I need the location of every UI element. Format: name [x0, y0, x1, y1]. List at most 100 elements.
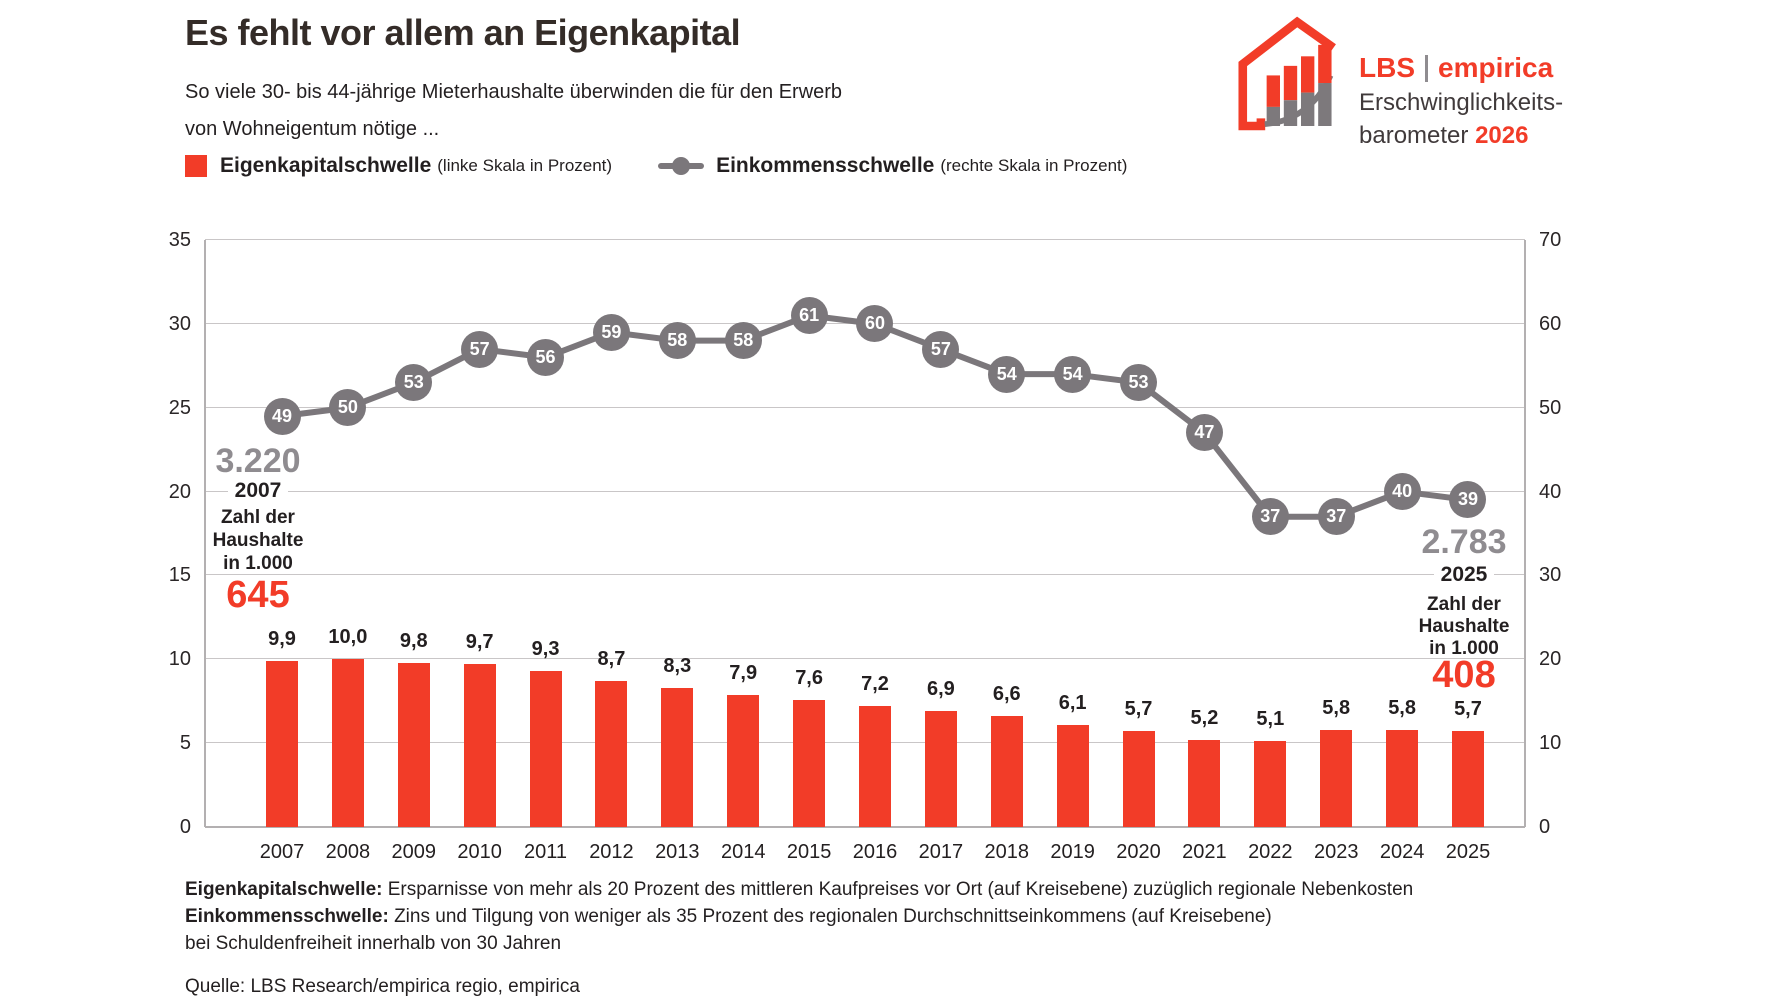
left-axis-tick: 0	[179, 816, 191, 838]
line-point: 53	[1120, 364, 1158, 402]
x-axis-label: 2022	[1248, 841, 1293, 863]
line-point: 61	[790, 296, 828, 334]
product-name-line-2: barometer 2026	[1359, 124, 1563, 148]
subtitle-line-2: von Wohneigentum nötige ...	[185, 118, 440, 140]
left-axis-tick: 5	[179, 732, 191, 755]
x-axis-label: 2024	[1379, 841, 1425, 863]
x-axis-label: 2007	[259, 841, 305, 863]
x-axis-label: 2009	[391, 841, 437, 863]
legend-note-eigenkapital: (linke Skala in Prozent)	[437, 156, 613, 175]
bar	[529, 671, 562, 827]
x-axis-label: 2023	[1313, 841, 1359, 863]
left-axis-tick: 10	[168, 648, 191, 671]
annotation-year-right: 2025	[1314, 563, 1614, 587]
right-axis-tick: 50	[1539, 396, 1562, 419]
x-axis-label: 2020	[1116, 841, 1161, 863]
plot-border-right	[1524, 240, 1526, 827]
annotation-year-left: 2007	[108, 479, 408, 503]
line-point: 59	[592, 313, 630, 351]
bar-value-label: 6,6	[992, 683, 1021, 706]
left-axis-tick: 30	[168, 312, 191, 335]
x-axis-label: 2010	[457, 841, 502, 863]
household-highlight-right: 408	[1432, 654, 1496, 696]
line-point: 47	[1185, 414, 1223, 452]
footnote-einkommen-term: Einkommensschwelle:	[185, 906, 389, 927]
bar	[661, 687, 694, 827]
line-point: 39	[1449, 481, 1487, 519]
bar-value-label: 10,0	[328, 626, 368, 649]
gridline	[205, 826, 1525, 828]
x-axis-label: 2014	[720, 841, 766, 863]
product-name-text: barometer	[1359, 122, 1476, 149]
bar	[397, 662, 430, 827]
x-axis-label: 2013	[655, 841, 700, 863]
x-axis-label: 2008	[325, 841, 371, 863]
page-title: Es fehlt vor allem an Eigenkapital	[185, 12, 741, 53]
annotation-caption-right: Haushalte	[1418, 616, 1510, 637]
annotation-caption-right: in 1.000	[1429, 638, 1499, 659]
bar	[924, 711, 957, 827]
brand-divider	[1425, 54, 1428, 82]
x-axis-label: 2016	[852, 841, 898, 863]
line-point: 56	[527, 338, 565, 376]
bar-value-label: 9,7	[465, 631, 494, 654]
bar	[463, 664, 496, 827]
bar	[595, 681, 628, 827]
legend-item-einkommen: Einkommensschwelle (rechte Skala in Proz…	[658, 154, 1127, 178]
footnotes: Eigenkapitalschwelle: Ersparnisse von me…	[185, 876, 1413, 1000]
x-axis-label: 2019	[1050, 841, 1095, 863]
bar	[266, 660, 298, 827]
left-axis-tick: 20	[168, 480, 191, 503]
right-axis-tick: 20	[1539, 648, 1562, 671]
x-axis-label: 2011	[524, 841, 568, 863]
bar-value-label: 8,3	[663, 654, 692, 677]
annotation-year-text: 2025	[1433, 563, 1495, 586]
bar	[1451, 731, 1484, 827]
logo-text: LBS empirica Erschwinglichkeits- baromet…	[1359, 54, 1563, 148]
bar-legend-swatch-icon	[185, 155, 207, 177]
bar-value-label: 5,8	[1322, 696, 1351, 719]
annotation-year-text: 2007	[227, 479, 289, 502]
line-point: 50	[329, 389, 367, 427]
household-count-right: 2.783	[1421, 523, 1507, 561]
bar-value-label: 6,1	[1058, 691, 1087, 714]
x-axis-label: 2012	[589, 841, 634, 863]
bar-value-label: 8,7	[597, 648, 626, 671]
x-axis-label: 2018	[984, 841, 1030, 863]
footnote-eigenkapital-term: Eigenkapitalschwelle:	[185, 879, 383, 900]
legend-label-einkommen: Einkommensschwelle	[716, 154, 935, 177]
bar	[1320, 729, 1353, 827]
bar-value-label: 5,7	[1454, 698, 1482, 721]
bar-value-label: 6,9	[926, 678, 955, 701]
chart-subtitle: So viele 30- bis 44-jährige Mieterhausha…	[185, 74, 842, 148]
bar-value-label: 7,2	[861, 673, 889, 696]
right-axis-tick: 30	[1539, 564, 1562, 587]
bar-value-label: 5,7	[1124, 698, 1153, 721]
x-axis-label: 2021	[1182, 841, 1227, 863]
line-point: 54	[988, 355, 1026, 393]
bar-value-label: 9,9	[268, 627, 296, 650]
subtitle-line-1: So viele 30- bis 44-jährige Mieterhausha…	[185, 81, 843, 103]
bar	[727, 694, 760, 827]
bar	[331, 659, 364, 827]
gridline	[205, 406, 1525, 408]
household-count-left: 3.220	[215, 442, 301, 480]
product-year: 2026	[1475, 122, 1529, 149]
annotation-caption-right: Zahl der	[1427, 594, 1501, 615]
bar	[1188, 739, 1221, 827]
source-line: Quelle: LBS Research/empirica regio, emp…	[185, 976, 580, 997]
left-axis-tick: 35	[168, 229, 191, 251]
lbs-empirica-logo: LBS empirica Erschwinglichkeits- baromet…	[1238, 16, 1563, 148]
gridline	[205, 658, 1525, 660]
footnote-einkommen: Einkommensschwelle: Zins und Tilgung von…	[185, 903, 1413, 930]
income-line	[281, 312, 1469, 520]
left-axis-tick: 15	[168, 564, 191, 587]
plot-border-left	[204, 240, 206, 827]
x-axis-label: 2017	[918, 841, 964, 863]
bar-value-label: 5,2	[1190, 706, 1219, 729]
bar-value-label: 5,8	[1388, 696, 1416, 719]
bar	[1254, 741, 1287, 827]
line-point: 60	[856, 305, 894, 343]
